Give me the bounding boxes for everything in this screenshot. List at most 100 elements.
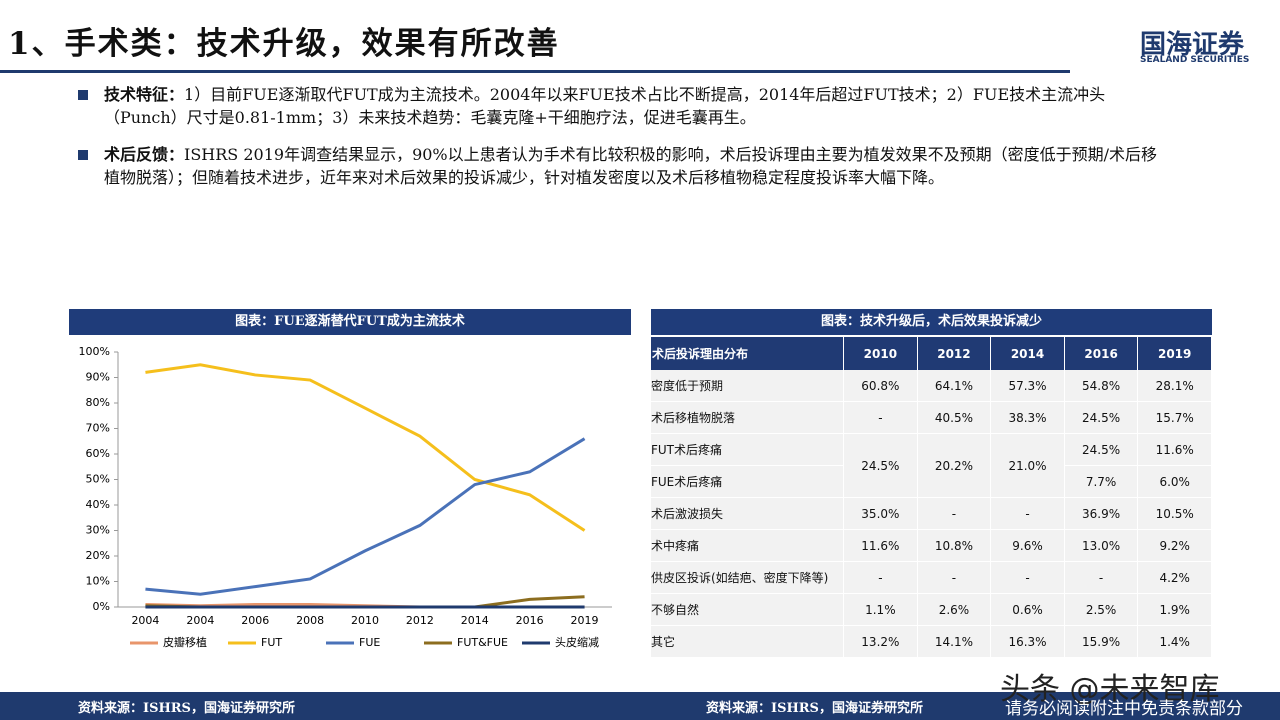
- table-cell: FUE术后疼痛: [651, 465, 845, 498]
- logo-sub: SEALAND SECURITIES: [1140, 55, 1250, 65]
- table-cell: -: [843, 561, 918, 594]
- rule: [0, 70, 1070, 73]
- y-tick-label: 40%: [86, 498, 110, 511]
- bullet: 技术特征：1）目前FUE逐渐取代FUT成为主流技术。2004年以来FUE技术占比…: [104, 83, 1164, 129]
- table-cell: 57.3%: [990, 370, 1065, 402]
- y-tick-label: 90%: [86, 371, 110, 384]
- table-row: FUT术后疼痛 24.5% 20.2% 21.0% 24.5% 11.6%: [651, 433, 1212, 498]
- table-cell: 4.2%: [1137, 561, 1212, 594]
- x-tick-label: 2004: [131, 614, 159, 627]
- table-cell: 1.1%: [843, 593, 918, 626]
- x-tick-label: 2014: [461, 614, 489, 627]
- y-tick-label: 20%: [86, 549, 110, 562]
- table-cell: 密度低于预期: [651, 370, 845, 402]
- header-cell: 2019: [1137, 337, 1212, 370]
- table-cell: 64.1%: [917, 370, 992, 402]
- legend-label: FUT: [261, 636, 282, 649]
- table-cell: 2.5%: [1064, 593, 1139, 626]
- table-cell: -: [990, 561, 1065, 594]
- disclaimer: 请务必阅读附注中免责条款部分: [1005, 699, 1243, 719]
- table-row: 供皮区投诉(如结疤、密度下降等) - - - -4.2%: [651, 561, 1212, 594]
- series-line: [145, 363, 586, 532]
- chart: 0% 10% 20% 30% 40% 50% 60% 70% 80% 90% 100% 2004 200…: [79, 345, 612, 649]
- x-tick-label: 2019: [571, 614, 599, 627]
- table-cell: 术后移植物脱落: [651, 401, 845, 434]
- series-line: [145, 437, 586, 596]
- table-row: FUE术后疼痛 7.7% 6.0%: [651, 465, 1212, 498]
- table-cell: 术后激波损失: [651, 497, 845, 530]
- x-tick-label: 2008: [296, 614, 324, 627]
- table-cell: 24.5%: [1064, 401, 1139, 434]
- table-cell: 1.9%: [1137, 593, 1212, 626]
- chart-title: 图表：FUE逐渐替代FUT成为主流技术: [69, 309, 631, 335]
- x-tick-label: 2004: [186, 614, 214, 627]
- table-cell: 10.5%: [1137, 497, 1212, 530]
- bullet-text: 1）目前FUE逐渐取代FUT成为主流技术。2004年以来FUE技术占比不断提高，…: [104, 85, 1106, 127]
- table-cell: 0.6%: [990, 593, 1065, 626]
- table-cell: 60.8%: [843, 370, 918, 402]
- table-cell: 术中疼痛: [651, 529, 845, 562]
- table-cell: 54.8%: [1064, 370, 1139, 402]
- legend-label: 头皮缩减: [555, 636, 599, 649]
- table-cell: 36.9%: [1064, 497, 1139, 530]
- header-cell: 2014: [990, 337, 1065, 370]
- table-cell: 其它: [651, 625, 845, 658]
- table-cell: 16.3%: [990, 625, 1065, 658]
- x-tick-label: 2012: [406, 614, 434, 627]
- table-cell: 24.5%: [843, 433, 918, 498]
- bullet-text: ISHRS 2019年调查结果显示，90%以上患者认为手术有比较积极的影响，术后…: [104, 145, 1158, 187]
- bullet-icon: [78, 150, 88, 160]
- table-row: 密度低于预期 60.8% 64.1% 57.3% 54.8% 28.1%: [651, 370, 1212, 402]
- table-cell: 9.2%: [1137, 529, 1212, 562]
- table-row: 其它 13.2% 14.1% 16.3% 15.9% 1.4%: [651, 625, 1212, 658]
- table-cell: 2.6%: [917, 593, 992, 626]
- table-cell: 11.6%: [843, 529, 918, 562]
- table-cell: 20.2%: [917, 433, 992, 498]
- header-cell: 术后投诉理由分布: [651, 337, 845, 370]
- legend-label: FUT&FUE: [457, 636, 508, 649]
- x-tick-label: 2006: [241, 614, 269, 627]
- table-cell: 15.9%: [1064, 625, 1139, 658]
- table-cell: 21.0%: [990, 433, 1065, 498]
- table-cell: 35.0%: [843, 497, 918, 530]
- y-tick-label: 30%: [86, 524, 110, 537]
- x-tick-label: 2016: [516, 614, 544, 627]
- y-tick-label: 10%: [86, 575, 110, 588]
- table-cell: 10.8%: [917, 529, 992, 562]
- table-cell: 13.2%: [843, 625, 918, 658]
- bullet-label: 术后反馈：: [104, 145, 185, 164]
- source: 资料来源：ISHRS，国海证券研究所: [706, 701, 923, 716]
- table-cell: 14.1%: [917, 625, 992, 658]
- table-row: 不够自然 1.1% 2.6% 0.6% 2.5% 1.9%: [651, 593, 1212, 626]
- footer: [0, 692, 1280, 720]
- table-cell: 1.4%: [1137, 625, 1212, 658]
- table-row: 术后激波损失 35.0% - -36.9% 10.5%: [651, 497, 1212, 530]
- table-cell: 28.1%: [1137, 370, 1212, 402]
- legend-label: 皮瓣移植: [163, 635, 207, 649]
- header-row: 术后投诉理由分布 2010 2012 2014 2016 2019: [651, 337, 1212, 370]
- table-cell: 9.6%: [990, 529, 1065, 562]
- y-tick-label: 80%: [86, 396, 110, 409]
- table-row: 术后移植物脱落 -40.5% 38.3% 24.5% 15.7%: [651, 401, 1212, 434]
- table-cell: -: [917, 561, 992, 594]
- header-cell: 2010: [843, 337, 918, 370]
- y-tick-label: 100%: [79, 345, 110, 358]
- y-tick-label: 0%: [93, 600, 110, 613]
- table: 术后投诉理由分布 2010 2012 2014 2016 2019 密度低于预期 60.8% 6…: [651, 337, 1212, 658]
- table-cell: -: [843, 401, 918, 434]
- watermark: 头条 @未来智库: [1000, 672, 1220, 707]
- table-cell: 24.5%: [1064, 433, 1139, 466]
- table-cell: 40.5%: [917, 401, 992, 434]
- table-cell: 供皮区投诉(如结疤、密度下降等): [651, 561, 845, 594]
- source: 资料来源：ISHRS，国海证券研究所: [78, 701, 295, 716]
- bullet-icon: [78, 90, 88, 100]
- table-title: 图表：技术升级后，术后效果投诉减少: [651, 309, 1212, 335]
- bullet-label: 技术特征：: [104, 85, 185, 104]
- table-cell: 11.6%: [1137, 433, 1212, 466]
- y-tick-label: 50%: [86, 473, 110, 486]
- table-row: 术中疼痛 11.6% 10.8% 9.6% 13.0% 9.2%: [651, 529, 1212, 562]
- logo: 国海证券: [1140, 30, 1245, 60]
- table-cell: 6.0%: [1137, 465, 1212, 498]
- table-cell: -: [917, 497, 992, 530]
- y-tick-label: 70%: [86, 422, 110, 435]
